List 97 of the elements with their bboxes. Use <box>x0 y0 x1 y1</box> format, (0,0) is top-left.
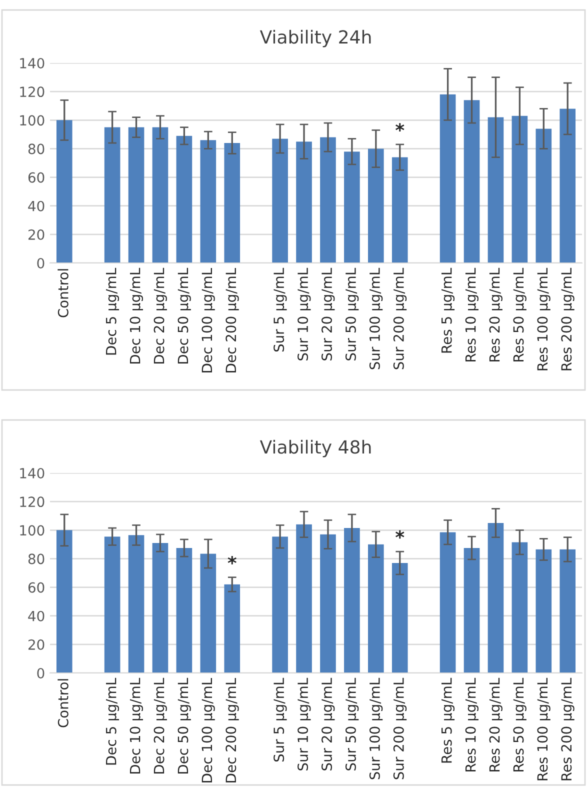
y-tick-label: 140 <box>20 58 44 68</box>
bar <box>104 127 120 263</box>
x-tick-label: Res 5 µg/mL <box>442 678 455 763</box>
bar <box>224 143 240 263</box>
bar <box>128 127 144 263</box>
bar <box>392 157 408 263</box>
x-tick-label: Sur 5 µg/mL <box>274 678 287 762</box>
bar <box>152 127 168 263</box>
x-tick-label: Dec 20 µg/mL <box>154 268 167 364</box>
bar <box>56 120 72 263</box>
bar <box>176 136 192 263</box>
x-tick-label: Dec 20 µg/mL <box>154 678 167 774</box>
bar <box>200 140 216 263</box>
y-tick-label: 0 <box>37 258 44 268</box>
x-tick-label: Dec 100 µg/mL <box>202 268 215 372</box>
y-tick-label: 100 <box>20 115 44 126</box>
chart-title: Viability 24h <box>260 30 371 48</box>
bar <box>512 116 528 263</box>
x-tick-label: Res 200 µg/mL <box>561 268 574 370</box>
y-tick-label: 60 <box>28 172 44 183</box>
bar <box>128 535 144 673</box>
x-tick-label: Dec 50 µg/mL <box>178 678 191 774</box>
y-tick-label: 40 <box>28 200 44 212</box>
x-tick-label: Sur 10 µg/mL <box>298 268 311 360</box>
x-tick-label: Sur 200 µg/mL <box>393 268 407 370</box>
bar <box>560 549 576 673</box>
bar <box>368 148 384 263</box>
bar <box>320 534 336 673</box>
bar <box>392 563 408 673</box>
bar <box>488 117 504 263</box>
bar <box>272 536 288 673</box>
y-tick-label: 120 <box>20 86 44 98</box>
bar <box>344 152 360 263</box>
x-tick-label: Control <box>58 269 68 318</box>
x-tick-label: Res 100 µg/mL <box>537 678 550 780</box>
y-tick-label: 100 <box>20 525 44 536</box>
x-tick-label: Res 100 µg/mL <box>537 268 550 370</box>
x-tick-label: Dec 100 µg/mL <box>202 678 215 782</box>
bar <box>440 532 456 673</box>
x-tick-label: Sur 50 µg/mL <box>345 268 359 360</box>
x-tick-label: Dec 10 µg/mL <box>130 268 143 364</box>
y-tick-label: 20 <box>28 639 44 650</box>
x-tick-label: Dec 200 µg/mL <box>226 268 239 372</box>
bar <box>224 584 240 673</box>
bar <box>320 137 336 263</box>
y-tick-label: 80 <box>28 554 44 564</box>
bar <box>368 544 384 673</box>
x-tick-label: Sur 50 µg/mL <box>345 678 359 770</box>
bar <box>104 536 120 673</box>
x-tick-label: Sur 100 µg/mL <box>369 678 383 780</box>
chart-title: Viability 48h <box>260 440 371 458</box>
x-tick-label: Dec 5 µg/mL <box>106 678 120 765</box>
annotation: * <box>228 556 236 564</box>
bar <box>536 128 552 263</box>
x-tick-label: Sur 20 µg/mL <box>322 678 335 770</box>
x-tick-label: Control <box>58 679 68 728</box>
y-tick-label: 40 <box>28 610 44 622</box>
bar <box>560 108 576 263</box>
y-tick-label: 20 <box>28 229 44 240</box>
bar <box>200 554 216 673</box>
bar <box>464 548 480 673</box>
x-tick-label: Res 20 µg/mL <box>489 678 502 772</box>
x-tick-label: Sur 100 µg/mL <box>369 268 383 370</box>
x-tick-label: Res 10 µg/mL <box>465 268 478 362</box>
x-tick-label: Dec 200 µg/mL <box>226 678 239 782</box>
bar <box>56 530 72 673</box>
x-tick-label: Sur 10 µg/mL <box>298 678 311 770</box>
bar <box>272 138 288 263</box>
y-tick-label: 140 <box>20 468 44 478</box>
y-tick-label: 0 <box>37 668 44 678</box>
x-tick-label: Res 200 µg/mL <box>561 678 574 780</box>
x-tick-label: Dec 10 µg/mL <box>130 678 143 774</box>
x-tick-label: Sur 20 µg/mL <box>322 268 335 360</box>
x-tick-label: Res 50 µg/mL <box>513 678 526 772</box>
annotation: * <box>396 123 404 132</box>
bar <box>488 523 504 673</box>
x-tick-label: Res 5 µg/mL <box>442 268 455 353</box>
y-tick-label: 80 <box>28 144 44 154</box>
bar <box>296 524 312 673</box>
x-tick-label: Sur 200 µg/mL <box>393 678 407 780</box>
bar <box>440 94 456 263</box>
bar <box>536 549 552 673</box>
y-tick-label: 60 <box>28 582 44 593</box>
bar <box>152 543 168 673</box>
x-tick-label: Dec 5 µg/mL <box>106 268 120 355</box>
bar <box>296 142 312 263</box>
x-tick-label: Res 20 µg/mL <box>489 268 502 362</box>
annotation: * <box>396 530 404 539</box>
x-tick-label: Dec 50 µg/mL <box>178 268 191 364</box>
x-tick-label: Sur 5 µg/mL <box>274 268 287 352</box>
bar <box>176 548 192 673</box>
bar <box>464 100 480 263</box>
bar <box>512 542 528 673</box>
x-tick-label: Res 50 µg/mL <box>513 268 526 362</box>
bar <box>344 528 360 673</box>
y-tick-label: 120 <box>20 496 44 508</box>
x-tick-label: Res 10 µg/mL <box>465 678 478 772</box>
